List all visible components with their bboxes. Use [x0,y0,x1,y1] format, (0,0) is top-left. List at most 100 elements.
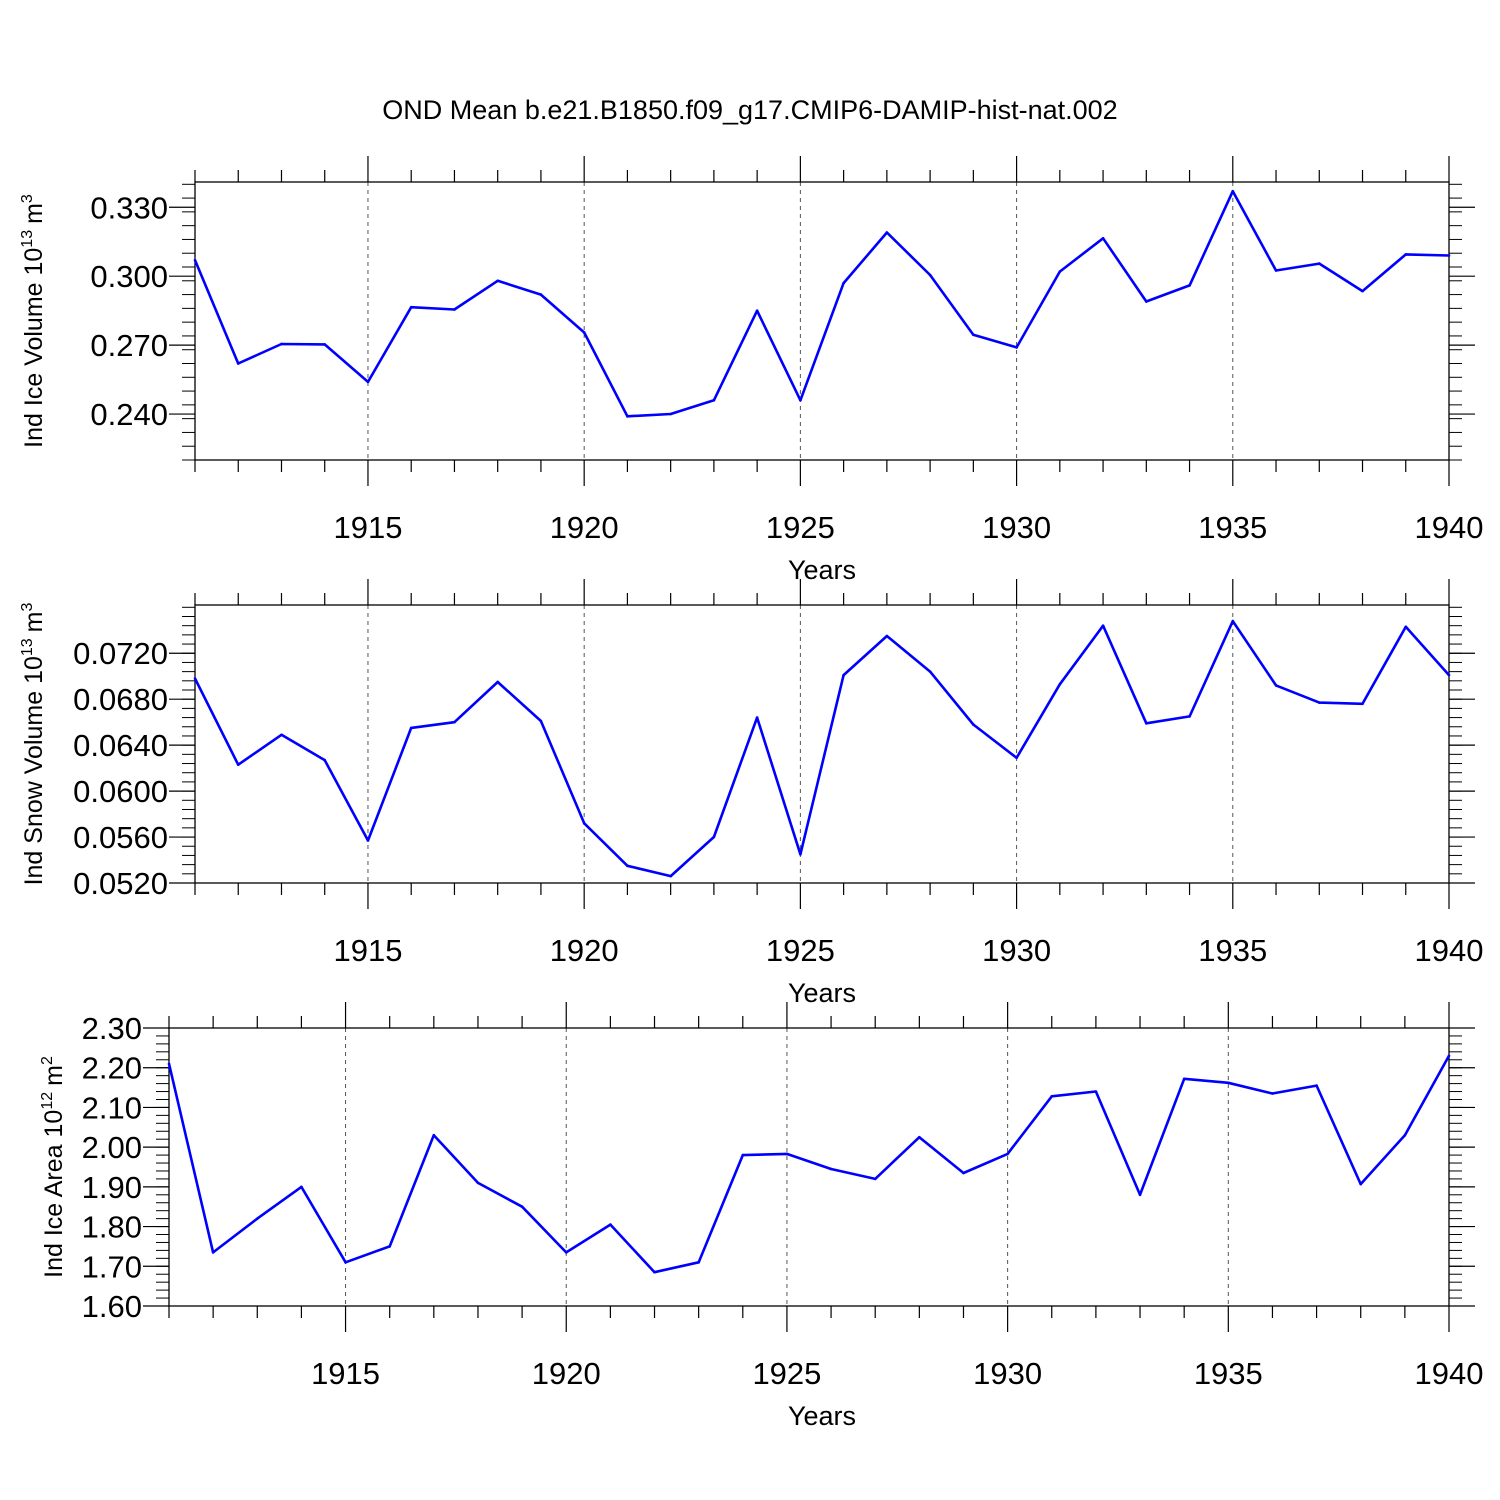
data-point [626,415,629,418]
x-tick-label: 1935 [1198,933,1267,968]
data-point [1447,254,1451,257]
series-line-ice-area [167,1055,1451,1274]
data-point [1094,1090,1098,1093]
data-point [1317,262,1321,265]
y-tick-label: 2.20 [82,1051,142,1086]
data-point [1227,1081,1230,1085]
y-tick-label: 0.0680 [73,682,168,717]
data-point [918,1135,921,1139]
data-point [432,1133,436,1137]
y-tick-label: 1.90 [82,1170,142,1205]
data-point [236,763,240,766]
data-point [609,1223,612,1226]
x-tick-label: 1925 [766,933,835,968]
y-axis-label: Ind Ice Area 1012 m2 [39,1056,68,1278]
data-point [962,1171,965,1175]
data-point [1006,1152,1009,1156]
y-tick-label: 0.270 [90,328,168,363]
data-point [653,1270,656,1274]
data-point [1361,289,1364,293]
x-tick-label: 1925 [766,510,835,545]
data-point [697,1261,700,1264]
data-point [972,333,975,337]
data-point [193,258,197,262]
data-point [799,398,802,402]
data-point [626,864,629,868]
y-axis-label-unit: m [20,611,48,632]
y-axis-label-exponent: 13 [19,230,36,248]
data-point [785,1152,789,1156]
chart-title: OND Mean b.e21.B1850.f09_g17.CMIP6-DAMIP… [382,95,1117,125]
y-tick-label: 0.0640 [73,728,168,763]
data-point [236,362,240,365]
data-point [539,719,543,723]
data-point [885,231,889,234]
data-point [366,380,370,384]
y-axis-label: Ind Ice Volume 1013 m3 [19,194,48,448]
series-line-ice-volume [193,189,1450,418]
y-tick-label: 2.00 [82,1130,142,1165]
y-axis-label-unit-exponent: 2 [39,1056,56,1065]
data-point [409,726,413,730]
data-point [829,1167,833,1171]
data-point [712,398,716,402]
data-point [582,821,586,825]
y-tick-label: 0.0520 [73,866,168,901]
x-tick-label: 1940 [1415,1356,1484,1391]
plot-frame [168,1027,1450,1307]
data-point [496,279,499,283]
data-point [1188,284,1191,287]
x-tick-label: 1930 [982,933,1051,968]
x-tick-label: 1935 [1194,1356,1263,1391]
x-tick-label: 1915 [333,510,402,545]
y-axis-label-text: Ind Ice Volume 10 [20,248,48,448]
data-point [280,342,283,346]
panel-ice-volume: 1915 1920 1925 1930 1935 1940 Years 0.240 0.270 0… [19,156,1483,585]
data-point [799,852,802,856]
data-point [1231,189,1235,193]
data-point [1274,269,1278,272]
data-point [1058,270,1062,273]
data-point [476,1181,480,1185]
data-point [300,1185,303,1189]
data-point [1361,702,1364,706]
x-tick-label: 1940 [1415,510,1484,545]
y-axis-label: Ind Snow Volume 1013 m3 [19,602,48,885]
y-tick-label: 0.240 [90,397,168,432]
panel-ice-area: 1915 1920 1925 1930 1935 1940 Years 1.60 1.70 1.8… [39,1002,1483,1431]
plot-frame [194,181,1450,461]
data-point [1271,1092,1274,1095]
data-point [539,293,543,296]
data-point [193,677,197,680]
data-point [1058,682,1062,686]
data-point [582,331,586,334]
data-point [928,670,932,673]
y-axis-label-text: Ind Snow Volume 10 [20,656,48,885]
data-point [520,1205,524,1209]
y-axis-label-exponent: 12 [39,1092,56,1110]
data-point [669,412,672,416]
y-tick-label: 2.10 [82,1090,142,1125]
data-point [366,839,370,842]
x-axis-label: Years [788,555,856,585]
y-tick-label: 0.0600 [73,774,168,809]
data-point [1403,1133,1407,1137]
data-point [1101,236,1105,240]
data-point [972,723,975,726]
data-point [1231,619,1235,623]
y-tick-label: 1.80 [82,1210,142,1245]
data-point [323,343,327,346]
y-tick-label: 0.300 [90,259,168,294]
y-axis-label-text: Ind Ice Area 10 [40,1110,68,1278]
x-tick-label: 1920 [550,933,619,968]
y-tick-label: 0.0560 [73,820,168,855]
x-axis-label: Years [788,978,856,1008]
data-point [323,758,327,762]
data-point [1101,624,1105,627]
data-point [280,733,283,737]
data-point [1145,300,1148,303]
x-tick-label: 1915 [333,933,402,968]
x-axis-label: Years [788,1401,856,1431]
data-point [344,1261,347,1264]
